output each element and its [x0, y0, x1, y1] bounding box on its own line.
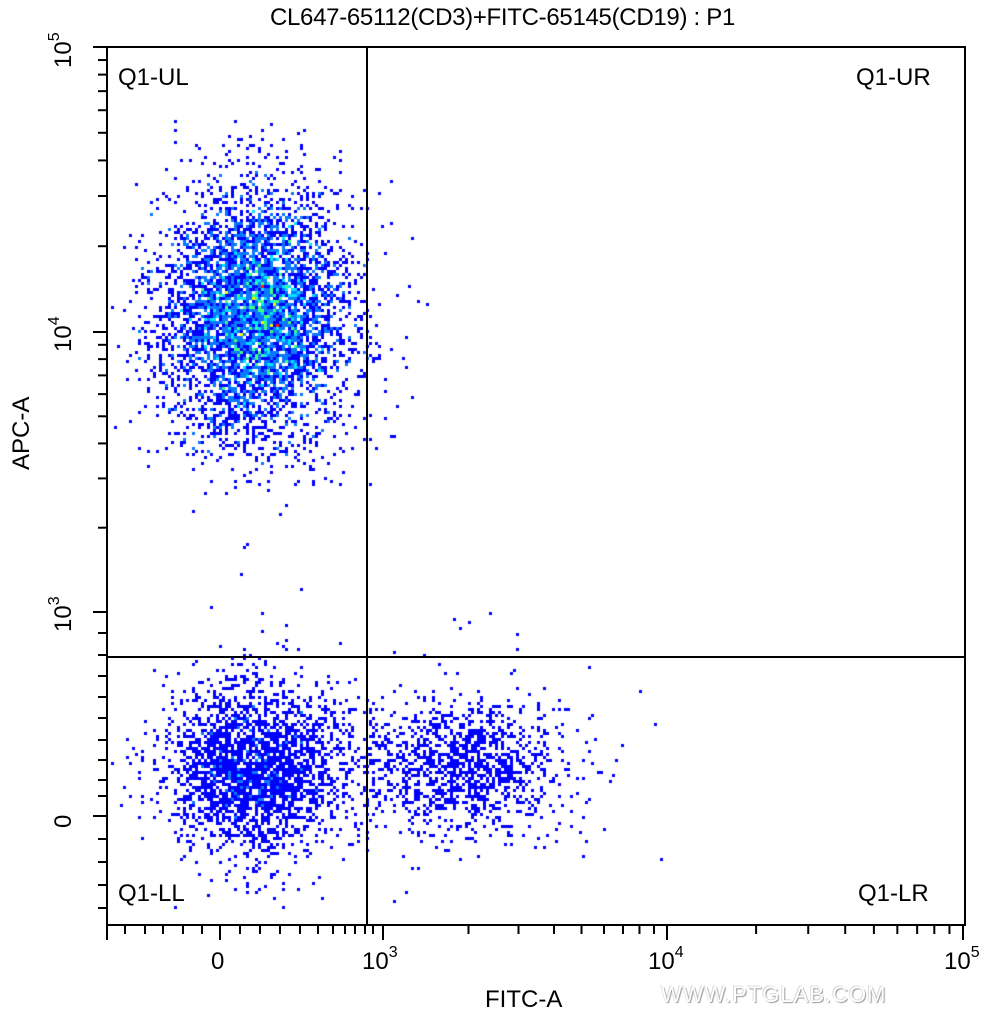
watermark: WWW.PTGLAB.COM: [661, 982, 887, 1007]
y-tick-label-0: 0: [50, 814, 77, 828]
x-tick-label-0: 0: [211, 948, 225, 975]
quadrant-label-ll: Q1-LL: [118, 880, 185, 907]
quadrant-label-ul: Q1-UL: [118, 64, 189, 91]
x-tick-label-1e4: 104: [648, 944, 684, 975]
y-axis-ticks: [93, 46, 107, 909]
quadrant-label-ur: Q1-UR: [856, 64, 931, 91]
plot-frame: [106, 46, 966, 926]
y-tick-label-1e4: 104: [46, 316, 77, 352]
y-tick-label-1e5: 105: [46, 32, 77, 68]
quadrant-label-lr: Q1-LR: [858, 880, 929, 907]
y-tick-label-1e3: 103: [46, 596, 77, 632]
x-axis-ticks: [106, 925, 964, 940]
x-tick-label-1e5: 105: [944, 944, 980, 975]
y-axis-label: APC-A: [8, 396, 35, 470]
x-axis-label: FITC-A: [485, 986, 563, 1013]
x-tick-label-1e3: 103: [362, 944, 398, 975]
